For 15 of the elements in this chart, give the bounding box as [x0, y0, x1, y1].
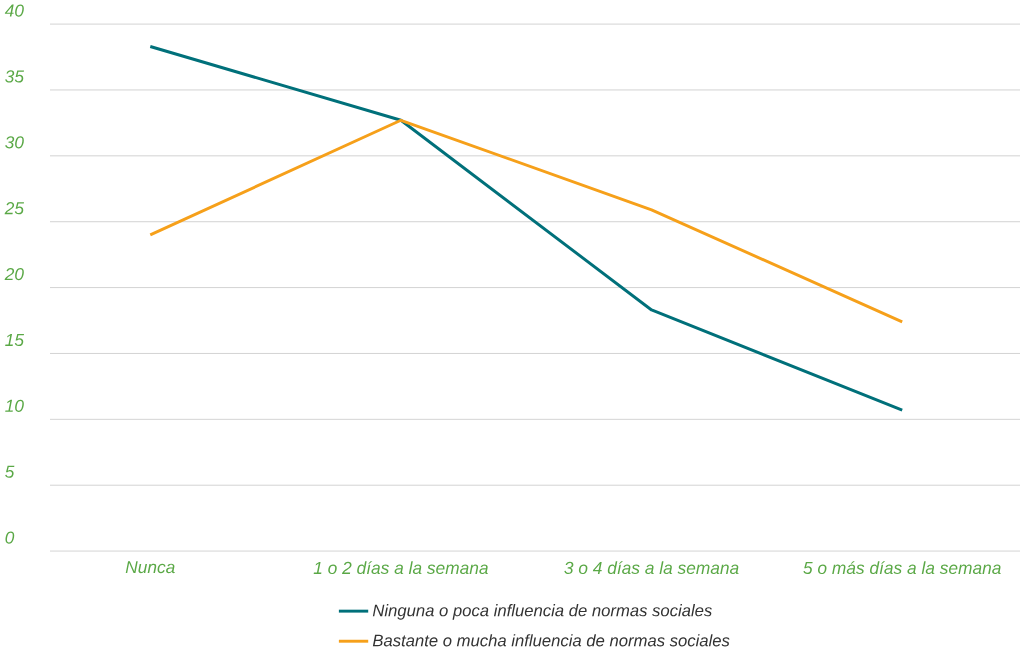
legend-label: Bastante o mucha influencia de normas sociales: [372, 634, 730, 647]
y-tick-label: 5: [5, 465, 15, 478]
y-tick-label: 15: [5, 333, 25, 347]
y-tick-label: 10: [5, 399, 24, 412]
legend-label: Ninguna o poca influencia de normas sociales: [372, 604, 712, 620]
y-tick-label: 40: [4, 4, 24, 17]
y-tick-label: 25: [4, 202, 25, 215]
y-tick-label: 20: [4, 267, 24, 281]
y-tick-label: 0: [5, 531, 15, 544]
x-tick-label: Nunca: [125, 561, 175, 574]
y-tick-label: 35: [5, 70, 25, 83]
x-tick-label: 1 o 2 días a la semana: [313, 561, 488, 575]
y-tick-label: 30: [5, 136, 24, 149]
x-tick-label: 5 o más días a la semana: [803, 561, 1001, 575]
x-tick-label: 3 o 4 días a la semana: [564, 561, 739, 575]
